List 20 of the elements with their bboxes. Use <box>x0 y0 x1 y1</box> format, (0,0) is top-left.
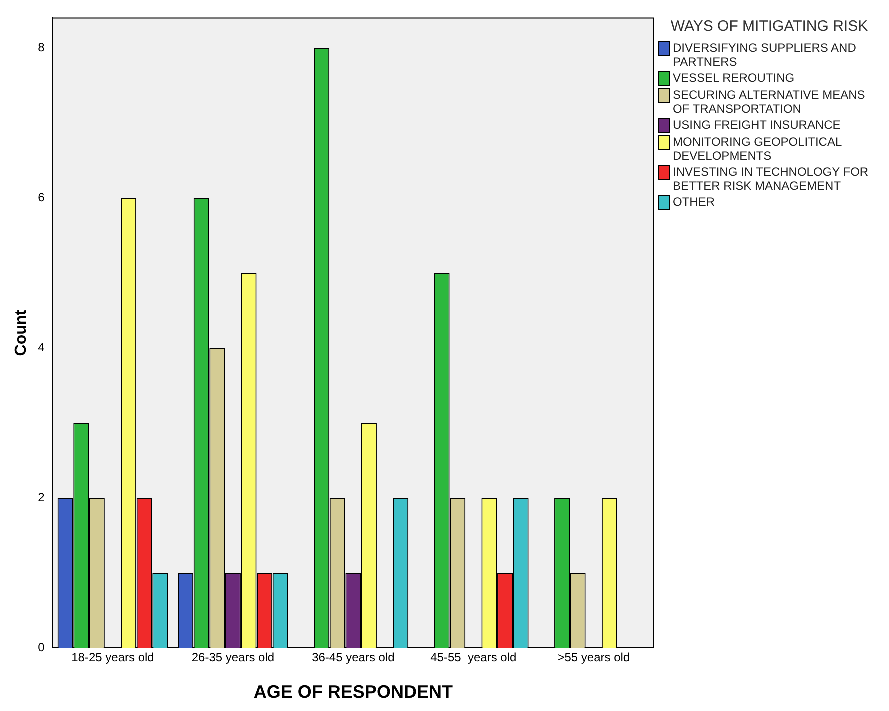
legend-label: DIVERSIFYING SUPPLIERS AND PARTNERS <box>673 41 858 69</box>
y-tick-label: 8 <box>38 40 46 55</box>
legend-label: MONITORING GEOPOLITICAL DEVELOPMENTS <box>673 135 843 163</box>
x-tick-label: 36-45 years old <box>312 650 395 665</box>
legend-label: VESSEL REROUTING <box>673 71 795 85</box>
y-tick-label: 4 <box>38 340 46 354</box>
y-tick-label: 0 <box>38 640 46 654</box>
x-tick-label: 18-25 years old <box>72 650 154 665</box>
x-tick-label: 26-35 years old <box>192 650 275 665</box>
x-axis-title: AGE OF RESPONDENT <box>254 682 453 702</box>
y-tick-label: 2 <box>38 490 46 504</box>
y-tick-label: 6 <box>38 190 46 204</box>
x-tick-label: >55 years old <box>558 650 630 665</box>
legend-label: INVESTING IN TECHNOLOGY FOR BETTER RISK MANAGEMENT <box>673 165 870 193</box>
legend-label: OTHER <box>673 195 715 209</box>
x-tick-label: 45-55 years old <box>430 650 517 665</box>
legend-label: USING FREIGHT INSURANCE <box>673 118 841 132</box>
legend-label: SECURING ALTERNATIVE MEANS OF TRANSPORTATION <box>673 88 866 116</box>
legend-title: WAYS OF MITIGATING RISK <box>670 18 870 35</box>
y-axis-title: Count <box>13 309 30 356</box>
